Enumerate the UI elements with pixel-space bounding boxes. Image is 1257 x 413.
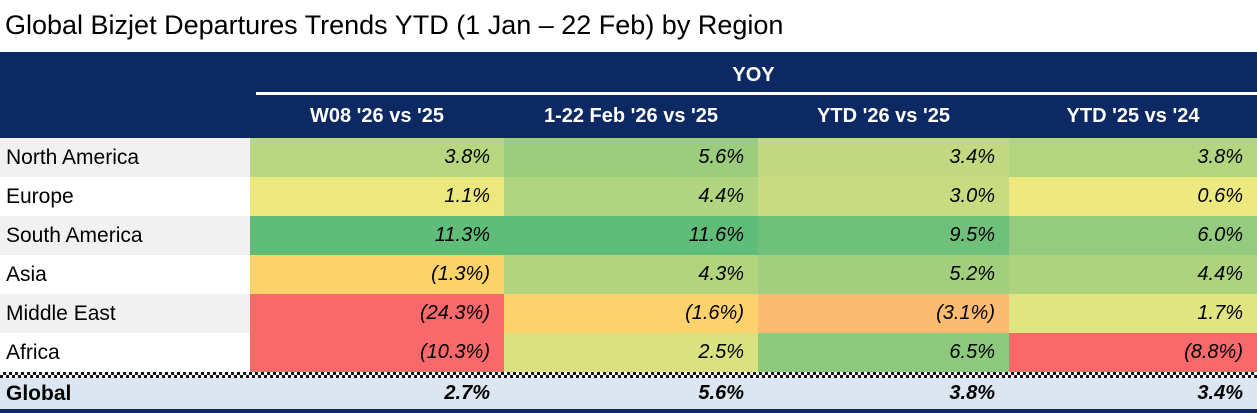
value-cell: (1.6%) xyxy=(504,294,758,333)
table-row-asia: Asia (1.3%) 4.3% 5.2% 4.4% xyxy=(0,255,1257,294)
value-cell: 6.0% xyxy=(1009,216,1257,255)
value-cell: 9.5% xyxy=(758,216,1009,255)
column-header-row: W08 '26 vs '25 1-22 Feb '26 vs '25 YTD '… xyxy=(0,95,1257,138)
region-label: North America xyxy=(0,138,250,177)
value-cell: 11.3% xyxy=(250,216,504,255)
corner-cell xyxy=(0,95,250,138)
value-cell: 3.4% xyxy=(1197,382,1243,404)
table-header: YOY W08 '26 vs '25 1-22 Feb '26 vs '25 Y… xyxy=(0,52,1257,138)
table-row-europe: Europe 1.1% 4.4% 3.0% 0.6% xyxy=(0,177,1257,216)
column-header-ytd25: YTD '25 vs '24 xyxy=(1066,105,1200,127)
page-title: Global Bizjet Departures Trends YTD (1 J… xyxy=(5,10,784,40)
value-cell: 2.5% xyxy=(504,333,758,372)
value-cell: 11.6% xyxy=(504,216,758,255)
table-row-global: Global 2.7% 5.6% 3.8% 3.4% xyxy=(0,378,1257,409)
table-row-africa: Africa (10.3%) 2.5% 6.5% (8.8%) xyxy=(0,333,1257,372)
value-cell: 2.7% xyxy=(444,382,490,404)
value-cell: 4.4% xyxy=(1009,255,1257,294)
table-row-south-america: South America 11.3% 11.6% 9.5% 6.0% xyxy=(0,216,1257,255)
value-cell: (10.3%) xyxy=(250,333,504,372)
region-label-global: Global xyxy=(6,382,72,405)
value-cell: 3.8% xyxy=(250,138,504,177)
checkered-divider xyxy=(0,372,1257,378)
value-cell: (1.3%) xyxy=(250,255,504,294)
region-label: Asia xyxy=(0,255,250,294)
table-body: North America 3.8% 5.6% 3.4% 3.8% Europe… xyxy=(0,138,1257,372)
region-label: Europe xyxy=(0,177,250,216)
value-cell: 4.3% xyxy=(504,255,758,294)
yoy-group-header: YOY xyxy=(732,64,775,86)
value-cell: 1.1% xyxy=(250,177,504,216)
yoy-group-header-band: YOY xyxy=(0,52,1257,95)
yoy-underline xyxy=(256,92,1257,95)
region-label: Middle East xyxy=(0,294,250,333)
bottom-navy-bar xyxy=(0,409,1257,413)
column-header-ytd26: YTD '26 vs '25 xyxy=(817,105,950,127)
value-cell: 3.8% xyxy=(1009,138,1257,177)
value-cell: 5.6% xyxy=(504,138,758,177)
value-cell: 4.4% xyxy=(504,177,758,216)
departures-table: YOY W08 '26 vs '25 1-22 Feb '26 vs '25 Y… xyxy=(0,52,1257,413)
table-row-north-america: North America 3.8% 5.6% 3.4% 3.8% xyxy=(0,138,1257,177)
value-cell: 6.5% xyxy=(758,333,1009,372)
value-cell: 0.6% xyxy=(1009,177,1257,216)
value-cell: 3.0% xyxy=(758,177,1009,216)
region-label: South America xyxy=(0,216,250,255)
value-cell: 5.6% xyxy=(698,382,744,404)
column-header-feb: 1-22 Feb '26 vs '25 xyxy=(543,105,719,127)
region-label: Africa xyxy=(0,333,250,372)
value-cell: 1.7% xyxy=(1009,294,1257,333)
table-row-middle-east: Middle East (24.3%) (1.6%) (3.1%) 1.7% xyxy=(0,294,1257,333)
value-cell: 3.8% xyxy=(949,382,995,404)
value-cell: 5.2% xyxy=(758,255,1009,294)
value-cell: (24.3%) xyxy=(250,294,504,333)
value-cell: (8.8%) xyxy=(1009,333,1257,372)
column-header-w08: W08 '26 vs '25 xyxy=(309,105,445,127)
value-cell: (3.1%) xyxy=(758,294,1009,333)
value-cell: 3.4% xyxy=(758,138,1009,177)
